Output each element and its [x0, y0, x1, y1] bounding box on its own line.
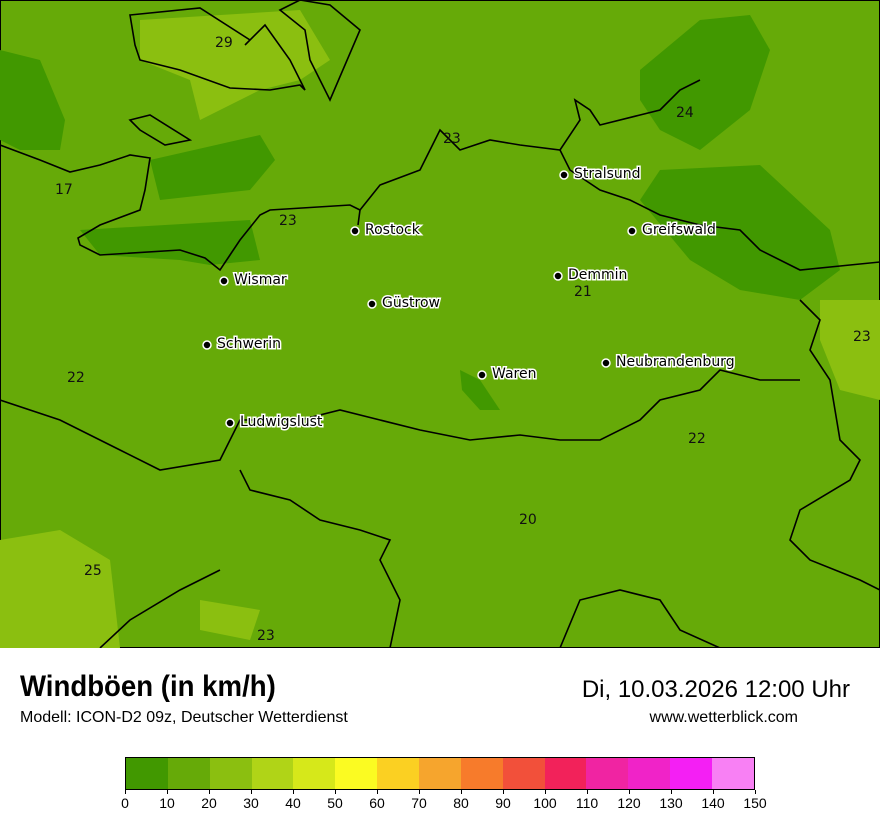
value-label: 21: [574, 284, 592, 300]
legend-swatch: [670, 758, 713, 789]
legend-tick-mark: [125, 790, 126, 794]
value-label: 22: [67, 370, 85, 386]
legend-tick-label: 50: [327, 795, 343, 811]
website-link[interactable]: www.wetterblick.com: [649, 709, 798, 726]
city-demmin[interactable]: Demmin: [553, 266, 629, 285]
city-greifswald[interactable]: Greifswald: [627, 221, 717, 240]
legend-tick-label: 40: [285, 795, 301, 811]
legend-ticks: 0 10 20 30 40 50 60 70 80 90 100 110 120 130 140 150: [121, 790, 767, 820]
svg-text:Waren: Waren: [492, 366, 536, 382]
city-stralsund[interactable]: Stralsund: [559, 165, 642, 184]
legend-swatch: [335, 758, 378, 789]
value-label: 24: [676, 105, 694, 121]
svg-text:Schwerin: Schwerin: [217, 336, 281, 352]
legend-tick-label: 130: [659, 795, 683, 811]
legend-tick-mark: [377, 790, 378, 794]
legend-tick-label: 150: [743, 795, 767, 811]
forecast-datetime: Di, 10.03.2026 12:00 Uhr: [581, 676, 850, 703]
value-label: 29: [215, 35, 233, 51]
legend-tick-label: 70: [411, 795, 427, 811]
svg-text:Ludwigslust: Ludwigslust: [240, 414, 323, 430]
legend-swatch: [628, 758, 671, 789]
city-wismar[interactable]: Wismar: [219, 271, 288, 290]
city-neubrandenburg[interactable]: Neubrandenburg: [601, 353, 736, 372]
legend-tick-label: 20: [201, 795, 217, 811]
value-labels: 29 23 24 17 23 21 23 22 22 20 25 23: [55, 35, 871, 644]
legend-swatch: [712, 758, 754, 789]
legend-swatch: [377, 758, 420, 789]
svg-text:Güstrow: Güstrow: [382, 295, 440, 311]
cities: Stralsund Rostock Greifswald Wismar Demm…: [202, 165, 736, 432]
coastlines-borders: [0, 0, 880, 648]
legend-tick-label: 80: [453, 795, 469, 811]
legend-tick-label: 100: [533, 795, 557, 811]
value-label: 23: [257, 628, 275, 644]
legend-tick-label: 0: [121, 795, 129, 811]
svg-text:Greifswald: Greifswald: [642, 222, 716, 238]
city-waren[interactable]: Waren: [477, 365, 538, 384]
legend-swatch: [209, 758, 252, 789]
legend-tick-label: 30: [243, 795, 259, 811]
wind-gust-map: 29 23 24 17 23 21 23 22 22 20 25 23 Stra…: [0, 0, 880, 648]
value-label: 23: [279, 213, 297, 229]
legend-tick-mark: [209, 790, 210, 794]
legend-swatch: [293, 758, 336, 789]
legend-tick-mark: [503, 790, 504, 794]
svg-text:Stralsund: Stralsund: [574, 166, 641, 182]
legend-tick-mark: [545, 790, 546, 794]
value-label: 23: [853, 329, 871, 345]
legend-swatch: [126, 758, 168, 789]
legend-tick-mark: [629, 790, 630, 794]
value-label: 17: [55, 182, 73, 198]
legend-tick-label: 60: [369, 795, 385, 811]
legend-tick-mark: [335, 790, 336, 794]
legend-tick-mark: [167, 790, 168, 794]
legend-swatch: [251, 758, 294, 789]
legend-tick-mark: [419, 790, 420, 794]
legend-tick-mark: [671, 790, 672, 794]
legend-swatch: [502, 758, 545, 789]
legend-tick-label: 90: [495, 795, 511, 811]
svg-text:Neubrandenburg: Neubrandenburg: [616, 354, 735, 370]
legend-tick-mark: [293, 790, 294, 794]
city-guestrow[interactable]: Güstrow: [367, 294, 441, 313]
svg-text:Demmin: Demmin: [568, 267, 627, 283]
value-label: 23: [443, 131, 461, 147]
legend-tick-mark: [251, 790, 252, 794]
legend-tick-label: 140: [701, 795, 725, 811]
gust-areas: [0, 10, 880, 648]
legend-swatch: [167, 758, 210, 789]
legend-swatch: [419, 758, 461, 789]
legend-tick-label: 110: [575, 795, 599, 811]
value-label: 20: [519, 512, 537, 528]
model-info: Modell: ICON-D2 09z, Deutscher Wetterdie…: [20, 709, 348, 726]
value-label: 22: [688, 431, 706, 447]
city-schwerin[interactable]: Schwerin: [202, 335, 283, 354]
svg-text:Wismar: Wismar: [234, 272, 287, 288]
legend-swatch: [544, 758, 587, 789]
color-scale-legend: [125, 757, 755, 790]
legend-tick-mark: [755, 790, 756, 794]
legend-tick-label: 120: [617, 795, 641, 811]
legend-swatch: [586, 758, 629, 789]
legend-tick-mark: [587, 790, 588, 794]
value-label: 25: [84, 563, 102, 579]
city-rostock[interactable]: Rostock: [350, 221, 422, 240]
city-ludwigslust[interactable]: Ludwigslust: [225, 413, 324, 432]
legend-tick-mark: [713, 790, 714, 794]
svg-text:Rostock: Rostock: [365, 222, 421, 238]
legend-tick-mark: [461, 790, 462, 794]
legend-tick-label: 10: [159, 795, 175, 811]
map-title: Windböen (in km/h): [20, 670, 276, 703]
legend-swatch: [460, 758, 503, 789]
